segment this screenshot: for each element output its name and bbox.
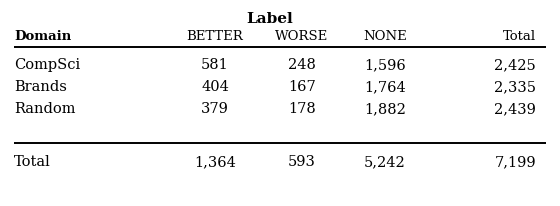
Text: Label: Label (246, 12, 293, 26)
Text: 5,242: 5,242 (364, 155, 406, 169)
Text: Domain: Domain (14, 30, 71, 43)
Text: WORSE: WORSE (276, 30, 329, 43)
Text: 1,764: 1,764 (364, 80, 406, 94)
Text: 2,439: 2,439 (494, 102, 536, 116)
Text: 248: 248 (288, 58, 316, 72)
Text: Random: Random (14, 102, 76, 116)
Text: Brands: Brands (14, 80, 67, 94)
Text: BETTER: BETTER (186, 30, 244, 43)
Text: 1,596: 1,596 (364, 58, 406, 72)
Text: Total: Total (14, 155, 51, 169)
Text: 581: 581 (201, 58, 229, 72)
Text: 593: 593 (288, 155, 316, 169)
Text: 1,364: 1,364 (194, 155, 236, 169)
Text: 404: 404 (201, 80, 229, 94)
Text: 379: 379 (201, 102, 229, 116)
Text: 1,882: 1,882 (364, 102, 406, 116)
Text: 7,199: 7,199 (494, 155, 536, 169)
Text: CompSci: CompSci (14, 58, 80, 72)
Text: 178: 178 (288, 102, 316, 116)
Text: 2,425: 2,425 (494, 58, 536, 72)
Text: NONE: NONE (363, 30, 407, 43)
Text: Total: Total (503, 30, 536, 43)
Text: 167: 167 (288, 80, 316, 94)
Text: 2,335: 2,335 (494, 80, 536, 94)
